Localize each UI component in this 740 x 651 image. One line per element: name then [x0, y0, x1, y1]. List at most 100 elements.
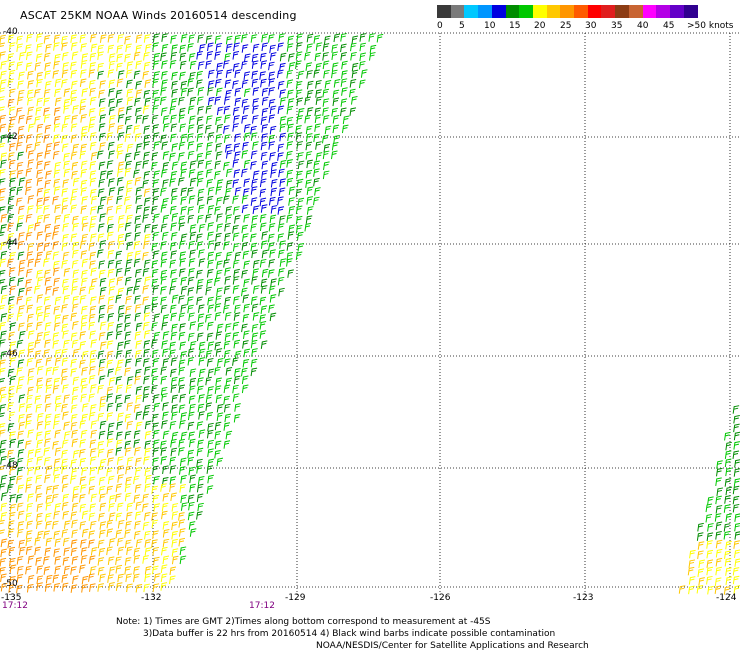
- wind-barb: [7, 258, 14, 268]
- wind-barb: [216, 213, 223, 222]
- wind-barb: [90, 296, 97, 305]
- wind-barb: [232, 195, 239, 204]
- wind-barb: [54, 215, 62, 224]
- wind-barb: [279, 96, 287, 106]
- wind-barb: [80, 160, 88, 170]
- wind-barb: [79, 331, 86, 340]
- wind-barb: [331, 62, 339, 71]
- wind-barb: [313, 133, 320, 143]
- wind-barb: [197, 304, 205, 313]
- lon-label: -123: [573, 593, 594, 603]
- wind-barb: [124, 222, 132, 231]
- wind-barb: [71, 519, 78, 529]
- wind-barb: [70, 69, 78, 79]
- wind-barb: [170, 98, 178, 107]
- wind-barb: [162, 331, 170, 340]
- wind-barb: [79, 564, 86, 574]
- wind-barb: [134, 215, 142, 224]
- wind-barb: [250, 186, 258, 195]
- wind-barb: [117, 114, 125, 123]
- wind-barb: [223, 285, 231, 295]
- wind-barbs: [0, 33, 740, 595]
- wind-barb: [342, 115, 350, 125]
- wind-barb: [99, 286, 107, 296]
- wind-barb: [234, 187, 242, 196]
- wind-barb: [108, 240, 115, 250]
- wind-barb: [152, 33, 160, 42]
- wind-barb: [124, 340, 131, 349]
- wind-barb: [126, 179, 133, 189]
- colorbar-segment: [587, 5, 602, 18]
- wind-barb: [108, 98, 115, 107]
- wind-barb: [169, 476, 177, 485]
- wind-barb: [134, 375, 141, 385]
- wind-barb: [295, 125, 302, 134]
- wind-barb: [70, 61, 77, 71]
- wind-barb: [98, 89, 105, 99]
- wind-barb: [223, 349, 231, 359]
- wind-barb: [89, 170, 97, 179]
- wind-barb: [188, 169, 196, 178]
- wind-barb: [8, 61, 15, 70]
- wind-barb: [89, 52, 97, 62]
- wind-barb: [189, 249, 196, 259]
- wind-barb: [207, 368, 215, 378]
- wind-barb: [243, 260, 250, 270]
- wind-barb: [170, 376, 178, 386]
- wind-barb: [43, 188, 51, 198]
- wind-barb: [26, 357, 34, 367]
- wind-barb: [242, 141, 249, 151]
- wind-barb: [108, 79, 116, 89]
- wind-barb: [97, 204, 104, 214]
- wind-barb: [43, 161, 51, 170]
- wind-barb: [178, 528, 186, 537]
- wind-barb: [125, 520, 132, 530]
- wind-barb: [70, 123, 78, 132]
- wind-barb: [214, 366, 221, 376]
- wind-barb: [34, 448, 42, 457]
- wind-barb: [198, 43, 206, 53]
- wind-barb: [116, 177, 124, 186]
- wind-barb: [223, 422, 231, 431]
- wind-barb: [25, 484, 32, 493]
- wind-barb: [44, 430, 52, 439]
- wind-barb: [198, 249, 205, 258]
- wind-barb: [135, 357, 142, 367]
- wind-barb: [63, 431, 71, 440]
- wind-barb: [72, 222, 79, 232]
- wind-barb: [7, 53, 15, 62]
- wind-barb: [106, 546, 113, 556]
- wind-barb: [106, 519, 114, 529]
- wind-barb: [43, 331, 51, 340]
- wind-barb: [278, 267, 285, 277]
- wind-barb: [323, 35, 331, 45]
- wind-barb: [124, 168, 132, 177]
- wind-barb: [207, 240, 215, 249]
- wind-barb: [198, 368, 206, 378]
- wind-barb: [144, 573, 151, 582]
- wind-barb: [170, 438, 177, 448]
- wind-barb: [286, 258, 293, 267]
- wind-barb: [198, 341, 206, 351]
- wind-barb: [36, 123, 44, 133]
- lon-label: -129: [285, 593, 306, 603]
- wind-barb: [98, 260, 106, 269]
- wind-barb: [35, 33, 43, 42]
- wind-barb: [180, 431, 188, 441]
- wind-barb: [36, 530, 44, 540]
- wind-barb: [90, 493, 98, 503]
- wind-barb: [79, 295, 87, 304]
- wind-barb: [134, 484, 142, 493]
- wind-barb: [63, 268, 71, 277]
- wind-barb: [170, 222, 177, 231]
- wind-barb: [106, 485, 113, 495]
- wind-barb: [79, 98, 87, 108]
- wind-barb: [98, 547, 106, 557]
- wind-barb: [215, 348, 223, 357]
- wind-barb: [724, 557, 732, 567]
- wind-barb: [243, 278, 250, 288]
- wind-barb: [179, 60, 187, 70]
- wind-barb: [252, 87, 260, 96]
- wind-barb: [179, 555, 187, 565]
- wind-barb: [178, 519, 186, 528]
